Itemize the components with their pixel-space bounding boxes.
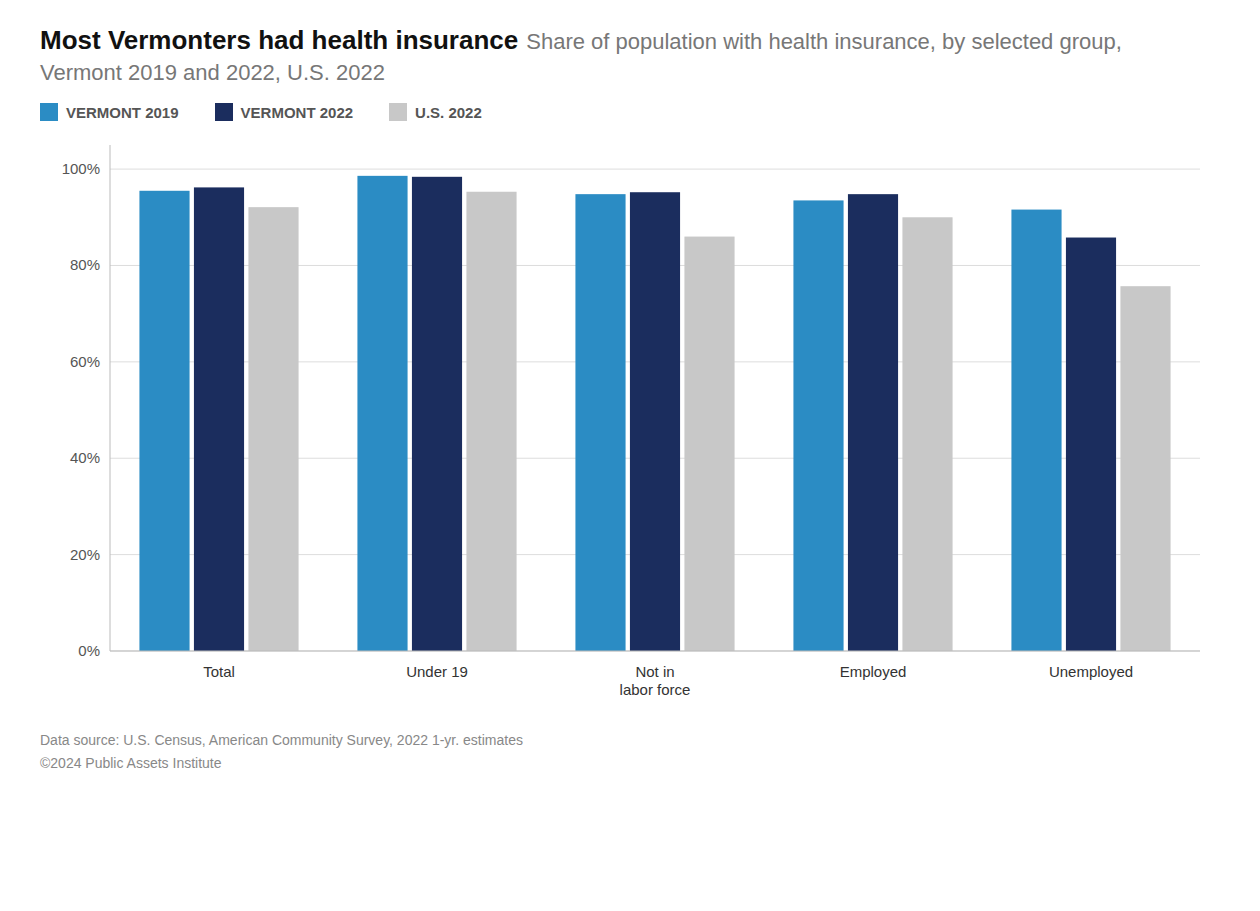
bar bbox=[902, 217, 952, 651]
legend-label: VERMONT 2019 bbox=[66, 104, 179, 121]
grid bbox=[110, 169, 1200, 651]
bar bbox=[248, 207, 298, 651]
header: Most Vermonters had health insuranceShar… bbox=[40, 22, 1140, 89]
x-axis-line bbox=[110, 651, 1200, 652]
y-tick-label: 0% bbox=[78, 642, 100, 659]
x-tick-label-line: Total bbox=[203, 663, 235, 680]
bar bbox=[684, 237, 734, 651]
y-tick-label: 40% bbox=[70, 449, 100, 466]
y-axis-line bbox=[110, 145, 111, 651]
legend-item: U.S. 2022 bbox=[389, 103, 482, 121]
chart-container: 0% 20% 40% 60% 80% 100% Total Under 19 Not inlab… bbox=[40, 121, 1220, 725]
legend-label: VERMONT 2022 bbox=[241, 104, 354, 121]
x-tick-label: Employed bbox=[840, 663, 907, 680]
y-tick-label: 80% bbox=[70, 257, 100, 274]
y-tick-label: 60% bbox=[70, 353, 100, 370]
legend: VERMONT 2019 VERMONT 2022 U.S. 2022 bbox=[40, 103, 1220, 121]
x-tick-label-line: Employed bbox=[840, 663, 907, 680]
bar bbox=[139, 191, 189, 651]
bar bbox=[194, 188, 244, 652]
y-axis: 0% 20% 40% 60% 80% 100% bbox=[62, 145, 110, 659]
bar bbox=[412, 177, 462, 651]
bars bbox=[139, 176, 1170, 651]
chart: 0% 20% 40% 60% 80% 100% Total Under 19 Not inlab… bbox=[40, 121, 1220, 721]
footnote: ©2024 Public Assets Institute bbox=[40, 752, 1220, 774]
legend-item: VERMONT 2019 bbox=[40, 103, 179, 121]
grid-line bbox=[110, 169, 1200, 170]
x-axis: Total Under 19 Not inlabor force Employed Un… bbox=[110, 651, 1200, 698]
legend-swatch bbox=[40, 103, 58, 121]
bar bbox=[630, 192, 680, 651]
y-tick-label: 100% bbox=[62, 160, 100, 177]
bar bbox=[575, 194, 625, 651]
x-tick-label-line: Under 19 bbox=[406, 663, 468, 680]
bar bbox=[848, 194, 898, 651]
bar bbox=[1066, 238, 1116, 651]
legend-swatch bbox=[215, 103, 233, 121]
x-tick-label-line: Unemployed bbox=[1049, 663, 1133, 680]
x-tick-label: Total bbox=[203, 663, 235, 680]
footnotes: Data source: U.S. Census, American Commu… bbox=[40, 729, 1220, 774]
bar bbox=[1011, 210, 1061, 651]
legend-item: VERMONT 2022 bbox=[215, 103, 354, 121]
x-tick-label: Under 19 bbox=[406, 663, 468, 680]
x-tick-label-line: labor force bbox=[620, 681, 691, 698]
bar bbox=[357, 176, 407, 651]
title: Most Vermonters had health insurance bbox=[40, 25, 518, 55]
y-tick-label: 20% bbox=[70, 546, 100, 563]
x-tick-label: Unemployed bbox=[1049, 663, 1133, 680]
footnote: Data source: U.S. Census, American Commu… bbox=[40, 729, 1220, 751]
legend-swatch bbox=[389, 103, 407, 121]
bar bbox=[466, 192, 516, 651]
legend-label: U.S. 2022 bbox=[415, 104, 482, 121]
bar bbox=[793, 201, 843, 652]
x-tick-label: Not inlabor force bbox=[620, 663, 691, 698]
grid-line bbox=[110, 651, 1200, 652]
bar bbox=[1120, 286, 1170, 651]
page: Most Vermonters had health insuranceShar… bbox=[0, 0, 1260, 774]
x-tick-label-line: Not in bbox=[635, 663, 674, 680]
